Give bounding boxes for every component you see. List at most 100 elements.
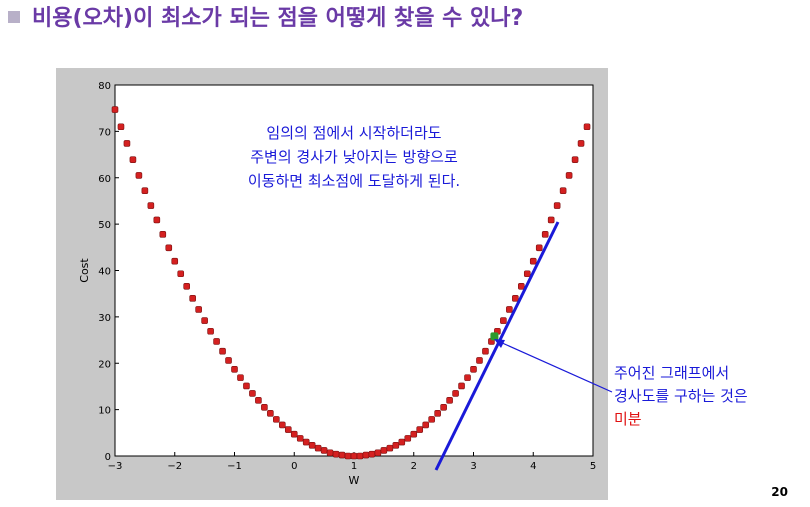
point [111, 106, 119, 113]
point [284, 426, 292, 433]
point [201, 317, 208, 324]
point [577, 140, 585, 147]
x-tick-label: 5 [590, 461, 596, 472]
point [231, 365, 238, 373]
point [225, 357, 232, 364]
arrow [499, 341, 613, 393]
point [153, 216, 161, 224]
point [207, 327, 214, 335]
side-note: 주어진 그래프에서 [614, 364, 729, 382]
point [267, 410, 274, 417]
point [290, 430, 298, 438]
point [559, 187, 567, 195]
point [500, 317, 507, 324]
point [517, 282, 525, 290]
point [189, 295, 196, 302]
point [332, 450, 340, 458]
bullet [8, 11, 20, 23]
side-note-emphasis: 미분 [614, 410, 642, 428]
side-note: 경사도를 구하는 것은 [614, 387, 748, 405]
y-tick-label: 10 [98, 406, 111, 417]
point [380, 447, 388, 454]
plot-area [114, 84, 594, 457]
point [314, 444, 322, 452]
point [147, 202, 155, 209]
highlight-point [490, 332, 499, 341]
point [326, 449, 334, 457]
point [165, 244, 173, 252]
point [404, 435, 412, 442]
x-tick-label: −3 [108, 461, 123, 472]
point [362, 451, 370, 459]
point [368, 450, 376, 458]
point [237, 374, 244, 381]
point [553, 202, 561, 209]
annotation: 임의의 점에서 시작하더라도 [266, 124, 441, 142]
point [565, 172, 573, 179]
x-tick-label: 2 [411, 461, 417, 472]
slide-title: 비용(오차)이 최소가 되는 점을 어떻게 찾을 수 있나? [32, 6, 523, 31]
point [434, 410, 441, 417]
point [350, 452, 358, 460]
point [195, 306, 202, 313]
x-tick-label: 3 [470, 461, 476, 472]
point [547, 216, 555, 224]
point [338, 451, 346, 459]
point [512, 295, 519, 302]
point [416, 426, 424, 433]
x-tick-label: 4 [530, 461, 536, 472]
arrow-head [494, 339, 505, 348]
point [458, 382, 465, 390]
x-axis-label: W [349, 474, 360, 487]
y-tick-label: 70 [98, 127, 111, 138]
point [535, 244, 543, 252]
point [117, 123, 125, 131]
point [410, 430, 418, 438]
point [243, 382, 250, 390]
page-number: 20 [771, 485, 788, 499]
point [476, 357, 483, 364]
x-tick-label: −1 [227, 461, 242, 472]
point [440, 404, 447, 411]
x-tick-label: −2 [167, 461, 182, 472]
point [452, 390, 459, 397]
point [171, 257, 179, 265]
point [398, 438, 406, 446]
y-axis-label: Cost [78, 258, 91, 283]
point [529, 257, 537, 265]
y-tick-label: 20 [98, 359, 111, 370]
point [135, 172, 143, 179]
y-tick-label: 80 [98, 81, 111, 92]
y-tick-label: 0 [105, 452, 111, 463]
x-tick-label: 0 [291, 461, 297, 472]
point [464, 374, 471, 381]
point [523, 270, 531, 278]
point [141, 187, 149, 195]
point [470, 365, 477, 373]
point [446, 397, 453, 404]
annotation: 주변의 경사가 낮아지는 방향으로 [250, 148, 458, 166]
tangent-line [434, 221, 560, 471]
annotation: 이동하면 최소점에 도달하게 된다. [248, 172, 460, 190]
point [213, 338, 220, 345]
point [278, 421, 286, 429]
point [583, 123, 591, 131]
y-tick-label: 50 [98, 220, 111, 231]
point [374, 449, 382, 457]
point [344, 452, 352, 460]
y-tick-label: 30 [98, 313, 111, 324]
point [308, 442, 316, 449]
point [392, 442, 400, 449]
point [428, 416, 435, 423]
point [422, 421, 430, 429]
point [356, 452, 364, 460]
point [123, 140, 131, 147]
point [541, 231, 549, 238]
point [302, 438, 310, 446]
point [129, 156, 137, 163]
x-tick-label: 1 [351, 461, 357, 472]
point [219, 347, 226, 355]
point [255, 397, 262, 404]
